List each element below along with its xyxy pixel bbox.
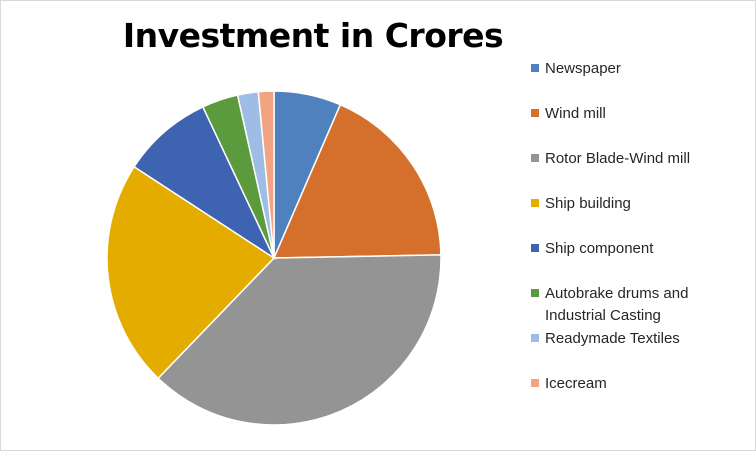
legend-item-newspaper: Newspaper	[531, 58, 621, 80]
legend-label: Ship building	[545, 195, 631, 212]
legend-label: Ship component	[545, 240, 654, 257]
legend-label: Wind mill	[545, 105, 606, 122]
pie-slice-ship-component	[133, 105, 276, 261]
legend-item-readymade-textiles: Readymade Textiles	[531, 328, 680, 350]
legend-item-rotor-blade-wind-mill: Rotor Blade-Wind mill	[531, 148, 690, 170]
pie-slice-ship-building	[106, 165, 276, 380]
pie-slice-rotor-blade-wind-mill	[157, 254, 442, 426]
legend-swatch	[531, 289, 539, 297]
pie-slice-icecream	[257, 90, 275, 259]
pie-slices	[106, 90, 442, 426]
legend-item-ship-component: Ship component	[531, 238, 653, 260]
legend-label: Autobrake drums and Industrial Casting	[545, 285, 689, 324]
legend-swatch	[531, 334, 539, 342]
legend-swatch	[531, 244, 539, 252]
legend-item-autobrake-drums: Autobrake drums and Industrial Casting	[531, 283, 711, 327]
legend-item-ship-building: Ship building	[531, 193, 631, 215]
legend-swatch	[531, 154, 539, 162]
legend-swatch	[531, 199, 539, 207]
legend-label: Readymade Textiles	[545, 330, 680, 347]
pie-slice-wind-mill	[272, 103, 442, 259]
chart-title-text: Investment in Crores	[122, 16, 504, 55]
legend-swatch	[531, 379, 539, 387]
legend-label: Icecream	[545, 375, 607, 392]
chart-title: Investment in Crores	[0, 16, 756, 55]
legend-swatch	[531, 109, 539, 117]
legend-label: Newspaper	[545, 60, 621, 77]
legend-item-icecream: Icecream	[531, 373, 607, 395]
legend-swatch	[531, 64, 539, 72]
legend-item-wind-mill: Wind mill	[531, 103, 606, 125]
legend-label: Rotor Blade-Wind mill	[545, 150, 691, 167]
